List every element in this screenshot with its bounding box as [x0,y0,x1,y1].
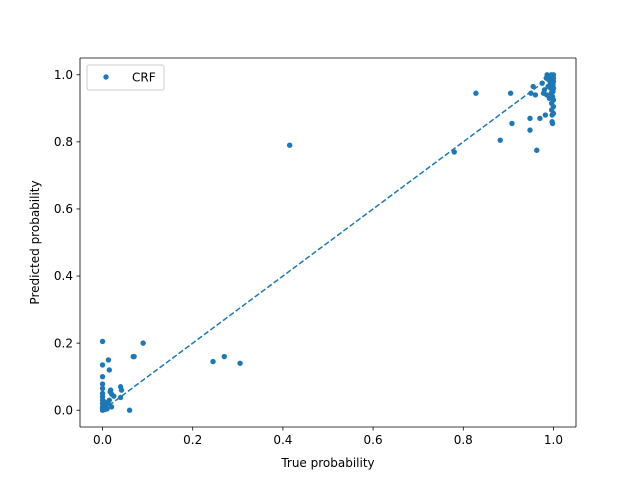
y-tick-label: 0.2 [54,336,73,350]
x-axis-label: True probability [280,456,374,470]
y-axis-ticks: 0.0 0.2 0.4 0.6 0.8 1.0 [54,68,80,417]
data-point [105,357,112,363]
legend-label-crf: CRF [132,71,156,85]
data-point [534,147,540,153]
data-point [107,387,114,393]
data-point [99,381,106,387]
data-point [118,387,125,393]
data-point [497,137,503,143]
data-point [221,353,227,360]
x-axis-ticks: 0.0 0.2 0.4 0.6 0.8 1.0 [93,427,563,447]
data-point [451,149,457,155]
data-point [117,394,124,401]
data-point [537,115,543,122]
x-tick-label: 0.6 [364,433,383,447]
x-tick-label: 1.0 [544,433,563,447]
x-tick-label: 0.8 [454,433,473,447]
reference-line [102,74,554,411]
data-point [131,353,137,360]
data-point [541,87,548,93]
data-point [111,393,117,399]
data-point [509,120,515,127]
data-point [99,362,106,368]
y-tick-label: 0.8 [54,135,73,149]
data-point [140,340,146,346]
data-point [532,92,539,98]
data-point [286,142,293,148]
data-point [549,120,556,127]
plot-frame [79,57,577,428]
legend: CRF [86,64,165,91]
y-axis-label: Predicted probability [28,180,42,304]
data-point [530,83,536,90]
data-point [527,127,533,133]
data-point [547,75,553,81]
legend-box [86,64,165,91]
data-point [473,90,479,96]
data-point [99,385,106,392]
data-point [527,115,533,122]
data-point [99,373,106,380]
data-point [99,338,106,345]
x-tick-label: 0.4 [273,433,292,447]
data-point [237,360,243,366]
data-point [539,80,545,86]
data-point [126,407,133,413]
data-point [106,367,113,373]
y-tick-label: 0.4 [54,269,73,283]
y-tick-label: 1.0 [54,68,73,82]
data-point [550,110,557,117]
data-points [99,72,557,413]
data-point [507,90,514,96]
data-point [104,406,110,412]
data-point [550,97,557,103]
data-point [106,397,113,403]
data-point [550,85,557,91]
data-point [108,404,115,410]
data-point [542,112,549,118]
data-point [550,103,557,110]
x-tick-label: 0.2 [183,433,202,447]
x-tick-label: 0.0 [93,433,112,447]
y-tick-label: 0.6 [54,202,73,216]
y-tick-label: 0.0 [54,403,73,417]
data-point [210,358,216,365]
legend-marker [103,74,109,80]
data-point [528,90,534,96]
